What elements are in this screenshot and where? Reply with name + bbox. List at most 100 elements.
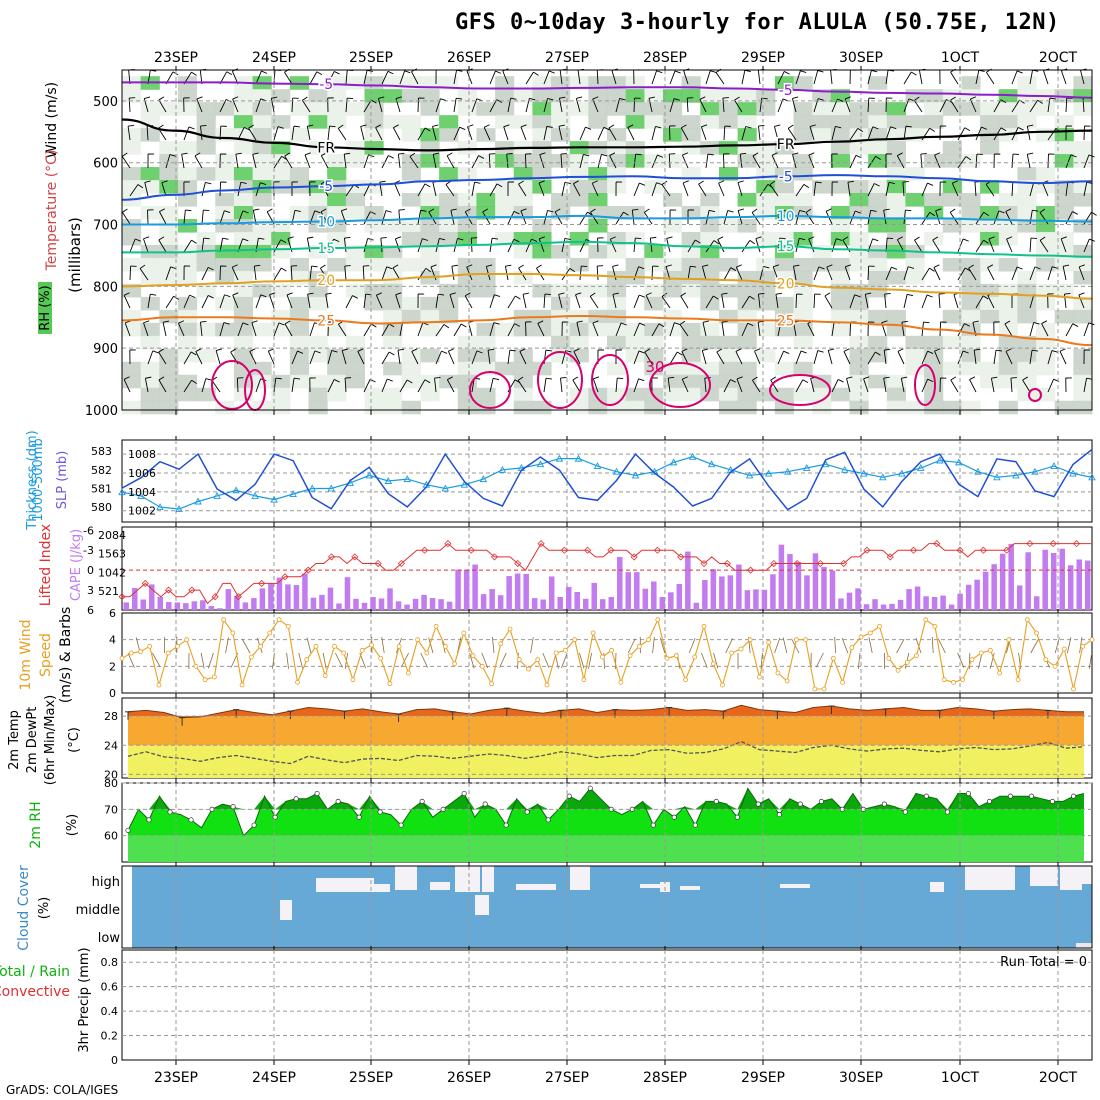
rh-shade-cell [215,206,235,220]
wind-barb-flag [638,350,645,354]
rh-shade-cell [364,218,384,233]
wind-barb [651,323,660,337]
cape-bar [412,598,419,610]
cloud-level-high: high [92,875,120,890]
wind-barb [380,238,383,253]
rh-shade-cell [140,167,160,181]
wind-barb [201,267,209,281]
rh-shade-cell [718,257,739,272]
wind-barb-flag [872,126,879,130]
wind-barb-flag [385,210,392,213]
rh-shade-cell [980,141,1000,155]
wind-barb [139,268,149,281]
wind-speed-point [766,639,772,645]
wind-barb [381,71,389,85]
li-point [607,546,615,554]
wind-barb-flag [203,237,210,240]
slp-unit-label: SLP (mb) [55,451,70,510]
rh-shade-cell [849,309,869,324]
wind-barb [793,266,797,281]
rh-shade-cell [476,257,496,272]
rh-shade-cell [420,322,440,337]
wind-barb-flag [1000,127,1007,132]
wind-barb [273,322,280,337]
wind-barb-flag [393,124,399,129]
wind-barb-flag [135,238,141,242]
wind-barb [795,70,801,85]
wind-barb-flag [425,268,432,273]
wind-barb [751,212,761,225]
rh-shade-cell [364,115,384,129]
rh-shade-cell [345,257,365,272]
cape-bar [744,590,751,610]
li-point [746,566,755,574]
wind-barb [939,99,947,113]
wind-barb-flag [281,155,287,160]
wind-barb [813,182,817,197]
wind-barb-flag [1059,348,1066,352]
li-point [933,540,941,548]
rh-shade-cell [793,154,813,168]
rh-shade-cell [644,296,664,311]
wind-barb [612,266,617,281]
wind-barb-flag [736,376,743,380]
cape-bar [310,597,317,610]
wind-barb [306,126,311,141]
wind-barb [921,182,928,197]
cape-bars [123,543,1091,610]
rh-shade-cell [308,283,328,298]
wind-barb [417,183,426,197]
wind-barb [489,378,494,393]
wind-barb-flag [232,96,239,100]
wind-barb-flag [707,153,714,156]
surface-barb [127,652,135,668]
wind-speed-point [609,647,615,653]
wind-barb-flag [1031,349,1039,352]
wind-barb-flag [872,238,879,242]
wind-barb-flag [432,124,439,127]
rh-shade-cell [868,374,888,389]
slp-tick-3: 1002 [128,505,156,518]
wind-barb [682,182,689,197]
wind-barb-flag [428,208,435,213]
wind-barb [363,99,372,113]
wind-speed-point [997,670,1003,676]
wind-barb-flag [277,126,284,129]
footer-credit: GrADS: COLA/IGES [6,1083,119,1097]
temp-unit-label: (°C) [67,727,82,753]
wind-barb-flag [520,124,527,128]
contour-line-6 [121,314,1093,347]
wind-barb [844,266,851,281]
temp-label-line2: 2m DewPt [25,707,40,774]
wind-barb-flag [991,376,998,379]
rh-shade-cell [476,283,496,298]
cape-bar [727,575,734,610]
wind-speed-point [498,641,504,647]
wind-barb [968,267,977,281]
wind-speed-point [1052,663,1058,669]
wind-barb [253,266,257,281]
wind-barb [723,125,726,141]
rh-shade-cell [383,257,403,272]
thickness-unit-label: Thickness (dm) [25,430,40,530]
rh-shade-cell [812,102,832,116]
wind-barb-flag [847,180,854,183]
rh-shade-cell [420,309,440,324]
wind-barb-flag [122,208,128,213]
wind-barb-flag [828,348,835,351]
rh-shade-cell [327,387,347,402]
rh-shade-cell [215,167,235,181]
wind-barb [1060,238,1067,253]
wind-barb [183,210,186,225]
wind-barb-flag [1032,209,1039,212]
wind-barb-flag [128,124,135,127]
wind-barb-flag [207,295,214,299]
wind-speed-point [932,623,938,629]
rh-point [923,793,929,799]
wind-barb [590,211,599,225]
rh-shade-cell [681,283,701,298]
wind-speed-point [378,655,384,661]
wind-barb [195,351,203,365]
wind-barb [701,266,707,281]
